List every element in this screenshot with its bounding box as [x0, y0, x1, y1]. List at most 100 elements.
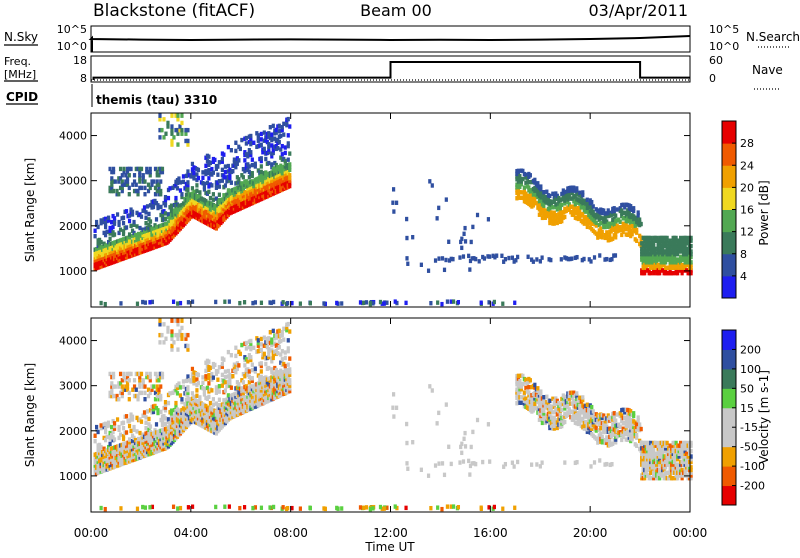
velocity-echo-cell: [513, 464, 516, 468]
nave-tick-bottom: 0: [709, 72, 716, 85]
power-echo-cell: [251, 301, 254, 305]
power-colorbar-swatch: [722, 232, 736, 255]
power-echo-cell: [487, 217, 490, 221]
velocity-echo-cell: [536, 386, 539, 390]
velocity-echo-cell: [521, 382, 524, 386]
velocity-echo-cell: [542, 395, 545, 399]
velocity-echo-cell: [116, 417, 119, 421]
velocity-echo-cell: [243, 363, 246, 367]
velocity-echo-cell: [460, 451, 463, 455]
power-echo-cell: [272, 124, 275, 128]
power-echo-cell: [613, 206, 616, 210]
velocity-echo-cell: [99, 423, 102, 427]
power-echo-cell: [198, 190, 201, 194]
cpid-text: themis (tau) 3310: [96, 93, 217, 107]
power-echo-cell: [243, 158, 246, 162]
velocity-echo-cell: [437, 461, 440, 465]
power-echo-cell: [287, 141, 290, 145]
power-echo-cell: [122, 216, 125, 220]
power-echo-cell: [518, 174, 521, 178]
velocity-echo-cell: [166, 326, 169, 330]
velocity-echo-cell: [260, 375, 263, 379]
velocity-echo-cell: [245, 341, 248, 345]
velocity-echo-cell: [114, 384, 117, 388]
velocity-echo-cell: [391, 406, 394, 410]
velocity-echo-cell: [218, 398, 221, 402]
power-echo-cell: [159, 189, 162, 193]
velocity-echo-cell: [213, 363, 216, 367]
velocity-echo-cell: [631, 437, 634, 441]
power-echo-cell: [268, 300, 271, 304]
power-echo-cell: [119, 301, 122, 305]
velocity-echo-cell: [554, 407, 557, 411]
power-echo-cell: [218, 179, 221, 183]
nsky-tick-bottom: 10^0: [57, 40, 87, 53]
power-echo-cell: [179, 301, 182, 305]
power-echo-cell: [218, 193, 221, 197]
power-echo-cell: [146, 204, 149, 208]
velocity-echo-cell: [272, 329, 275, 333]
velocity-echo-cell: [411, 440, 414, 444]
power-echo-cell: [257, 133, 260, 137]
power-echo-cell: [288, 124, 291, 128]
power-echo-cell: [248, 164, 251, 168]
velocity-echo-cell: [550, 405, 553, 409]
power-echo-cell: [441, 256, 444, 260]
power-echo-cell: [480, 301, 483, 305]
velocity-echo-cell: [539, 389, 542, 393]
nsearch-tick-top: 10^5: [709, 23, 739, 36]
power-echo-cell: [437, 256, 440, 260]
velocity-echo-cell: [263, 352, 266, 356]
power-echo-cell: [605, 257, 608, 261]
velocity-echo-cell: [149, 424, 152, 428]
power-echo-cell: [520, 196, 523, 200]
velocity-echo-cell: [282, 337, 285, 341]
velocity-echo-cell: [575, 391, 578, 395]
power-echo-cell: [598, 253, 601, 257]
power-echo-cell: [195, 183, 198, 187]
velocity-echo-cell: [287, 362, 290, 366]
power-echo-cell: [132, 220, 135, 224]
velocity-echo-cell: [195, 388, 198, 392]
power-echo-cell: [158, 135, 161, 139]
velocity-echo-cell: [437, 411, 440, 415]
power-echo-cell: [263, 130, 266, 134]
velocity-echo-cell: [179, 393, 182, 397]
power-echo-cell: [249, 134, 252, 138]
power-echo-cell: [221, 178, 224, 182]
velocity-echo-cell: [581, 417, 584, 421]
velocity-echo-cell: [541, 421, 544, 425]
power-echo-cell: [447, 240, 450, 244]
power-echo-cell: [269, 125, 272, 129]
power-echo-cell: [238, 301, 241, 305]
velocity-echo-cell: [159, 384, 162, 388]
power-echo-cell: [270, 162, 273, 166]
velocity-echo-cell: [599, 426, 602, 430]
velocity-echo-cell: [578, 415, 581, 419]
power-echo-cell: [143, 179, 146, 183]
power-echo-cell: [284, 159, 287, 163]
power-echo-cell: [533, 178, 536, 182]
velocity-echo-cell: [162, 322, 165, 326]
velocity-echo-cell: [158, 319, 161, 323]
velocity-echo-cell: [174, 401, 177, 405]
power-echo-cell: [216, 173, 219, 177]
power-echo-cell: [540, 255, 543, 259]
power-echo-cell: [619, 220, 622, 224]
power-echo-cell: [287, 133, 290, 137]
velocity-echo-cell: [520, 395, 523, 399]
velocity-echo-cell: [511, 461, 514, 465]
power-echo-cell: [164, 132, 167, 136]
power-echo-cell: [95, 220, 98, 224]
velocity-echo-cell: [137, 437, 140, 441]
power-echo-cell: [599, 221, 602, 225]
power-echo-cell: [224, 170, 227, 174]
power-echo-cell: [282, 132, 285, 136]
power-echo-cell: [504, 257, 507, 261]
velocity-echo-cell: [281, 357, 284, 361]
power-echo-cell: [128, 173, 131, 177]
velocity-echo-cell: [170, 319, 173, 323]
power-echo-cell: [405, 236, 408, 240]
velocity-echo-cell: [119, 432, 122, 436]
